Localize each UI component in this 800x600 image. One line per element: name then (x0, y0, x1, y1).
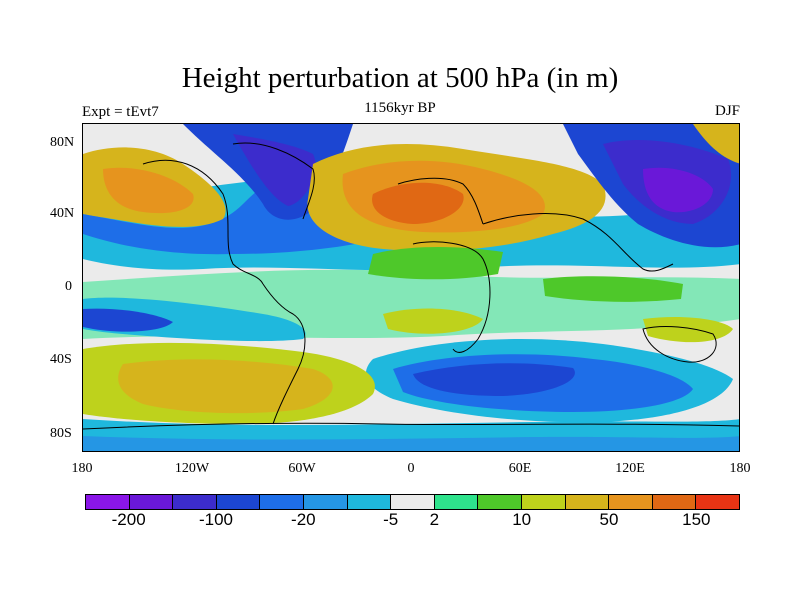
colorbar-label-7: 150 (682, 510, 711, 529)
colorbar (85, 494, 740, 510)
lat-tick-equator: 0 (65, 279, 72, 294)
tropical-yellow-patch-2 (643, 317, 733, 343)
southern-ocean-trough-core (413, 363, 575, 396)
colorbar-swatch-2 (173, 495, 217, 509)
lon-tick-120w: 120W (174, 461, 210, 476)
colorbar-swatch-1 (129, 495, 174, 509)
north-america-trough-core (233, 134, 316, 206)
colorbar-label-2: -20 (291, 510, 316, 529)
colorbar-swatch-3 (216, 495, 261, 509)
colorbar-swatch-7 (391, 495, 435, 509)
colorbar-swatch-0 (86, 495, 130, 509)
lat-tick-40s: 40S (50, 352, 72, 367)
tropical-yellow-patch-1 (383, 308, 483, 334)
season-label: DJF (714, 103, 740, 119)
colorbar-label-4: 2 (429, 510, 440, 529)
colorbar-swatch-14 (696, 495, 739, 509)
canada-coast (232, 142, 315, 220)
north-america-coast (142, 159, 264, 285)
colorbar-swatch-8 (434, 495, 479, 509)
europe-coast (397, 177, 484, 225)
lon-tick-0: 0 (407, 461, 415, 476)
arctic-ridge (693, 124, 739, 164)
south-pacific-ridge-inner (118, 359, 333, 414)
lon-tick-60e: 60E (508, 461, 532, 476)
colorbar-swatch-13 (652, 495, 697, 509)
map-title: Height perturbation at 500 hPa (in m) (181, 62, 619, 94)
asia-coast (482, 213, 674, 272)
lon-tick-180w: 180 (71, 461, 93, 476)
colorbar-label-1: -100 (198, 510, 234, 529)
colorbar-label-3: -5 (383, 510, 399, 529)
lon-tick-60w: 60W (288, 461, 316, 476)
colorbar-swatch-10 (521, 495, 566, 509)
lon-tick-120e: 120E (615, 461, 645, 476)
eurasian-ridge-core (372, 182, 464, 224)
east-asia-trough-core (643, 167, 713, 213)
colorbar-label-0: -200 (111, 510, 146, 529)
colorbar-label-5: 10 (512, 510, 532, 529)
lat-tick-80n: 80N (50, 135, 75, 150)
africa-coast (412, 241, 491, 353)
colorbar-label-6: 50 (599, 510, 619, 529)
map-panel (82, 123, 740, 452)
experiment-label: Expt = tEvt7 (82, 104, 159, 120)
colorbar-swatch-9 (478, 495, 522, 509)
coastlines (83, 142, 739, 430)
tropical-green-patch-1 (368, 247, 503, 280)
colorbar-swatch-12 (609, 495, 653, 509)
lon-tick-180e: 180 (729, 461, 751, 476)
height-anomaly-map (83, 124, 739, 451)
south-america-coast (262, 283, 306, 425)
colorbar-swatch-5 (303, 495, 348, 509)
south-pacific-low-core (83, 308, 173, 332)
antarctica-coast (83, 422, 739, 430)
lat-tick-80s: 80S (50, 426, 72, 441)
time-label: 1156kyr BP (364, 100, 436, 116)
australia-coast (642, 326, 717, 363)
antarctic-field-core (83, 436, 739, 451)
colorbar-swatch-4 (260, 495, 304, 509)
pacific-ridge-core (103, 167, 194, 214)
colorbar-swatch-11 (565, 495, 610, 509)
tropical-green-patch-2 (543, 276, 683, 302)
colorbar-swatch-6 (347, 495, 392, 509)
lat-tick-40n: 40N (50, 206, 75, 221)
